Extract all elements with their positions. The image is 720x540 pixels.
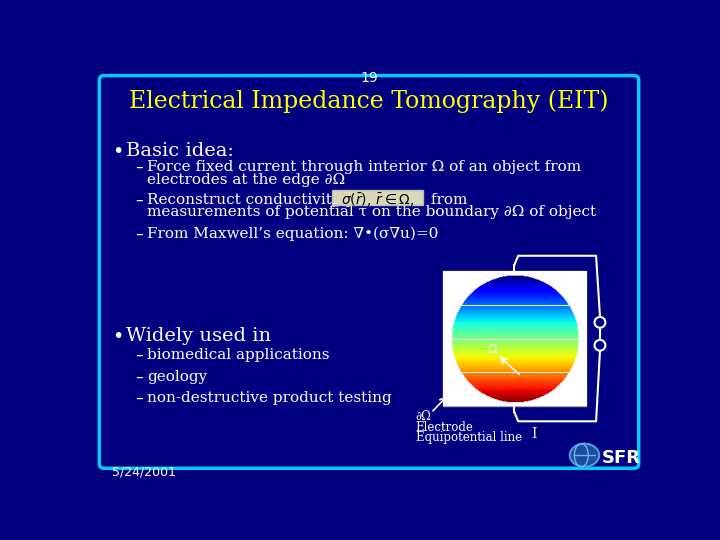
Text: –: – bbox=[135, 226, 143, 241]
Text: –: – bbox=[135, 160, 143, 176]
Text: ∂Ω: ∂Ω bbox=[415, 410, 431, 423]
Text: geology: geology bbox=[148, 370, 207, 384]
Text: electrodes at the edge ∂Ω: electrodes at the edge ∂Ω bbox=[148, 173, 346, 187]
Ellipse shape bbox=[570, 444, 599, 467]
Bar bbox=[332, 190, 423, 205]
Text: •: • bbox=[112, 142, 123, 161]
Text: •: • bbox=[112, 327, 123, 346]
Bar bbox=[443, 271, 586, 406]
Text: Widely used in: Widely used in bbox=[126, 327, 271, 345]
Text: non-destructive product testing: non-destructive product testing bbox=[148, 392, 392, 406]
Text: biomedical applications: biomedical applications bbox=[148, 348, 330, 362]
Text: Ω: Ω bbox=[488, 343, 498, 356]
Text: I: I bbox=[531, 428, 537, 442]
Text: from: from bbox=[426, 193, 467, 207]
Text: Force fixed current through interior Ω of an object from: Force fixed current through interior Ω o… bbox=[148, 160, 582, 174]
Text: From Maxwell’s equation: ∇•(σ∇u)=0: From Maxwell’s equation: ∇•(σ∇u)=0 bbox=[148, 226, 438, 241]
Text: –: – bbox=[135, 348, 143, 363]
Text: 19: 19 bbox=[360, 71, 378, 85]
Text: Electrode: Electrode bbox=[415, 421, 473, 434]
Text: Basic idea:: Basic idea: bbox=[126, 142, 233, 160]
Text: –: – bbox=[135, 193, 143, 207]
Text: –: – bbox=[135, 370, 143, 384]
Text: Electrical Impedance Tomography (EIT): Electrical Impedance Tomography (EIT) bbox=[130, 90, 608, 113]
Text: measurements of potential τ on the boundary ∂Ω of object: measurements of potential τ on the bound… bbox=[148, 205, 596, 219]
Text: –: – bbox=[135, 392, 143, 406]
Text: SFR: SFR bbox=[601, 449, 641, 467]
Text: 5/24/2001: 5/24/2001 bbox=[112, 465, 176, 478]
Text: Reconstruct conductivity profile: Reconstruct conductivity profile bbox=[148, 193, 401, 207]
FancyBboxPatch shape bbox=[99, 76, 639, 468]
Text: Equipotential line: Equipotential line bbox=[415, 431, 521, 444]
Text: $\sigma(\bar{r}),\,\bar{r}\in\Omega,$: $\sigma(\bar{r}),\,\bar{r}\in\Omega,$ bbox=[341, 191, 414, 209]
